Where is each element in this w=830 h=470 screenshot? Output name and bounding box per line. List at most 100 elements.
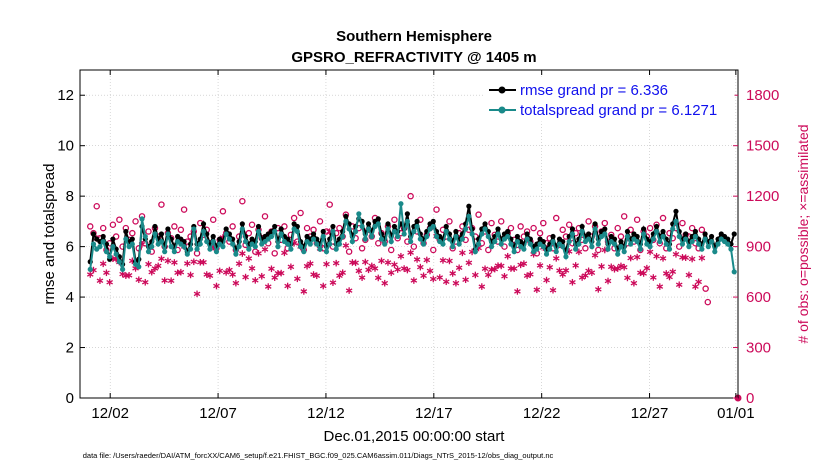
possible-obs-marker <box>248 221 256 228</box>
asterisk-stroke <box>546 265 554 270</box>
assimilated-obs-marker <box>698 254 706 262</box>
spread-point <box>162 249 168 255</box>
rmse-point <box>482 221 488 227</box>
possible-obs-marker <box>614 224 621 232</box>
possible-obs-marker <box>171 223 178 230</box>
spread-point <box>310 236 317 242</box>
possible-obs-marker <box>387 246 395 254</box>
asterisk-stroke <box>543 277 550 283</box>
asterisk-stroke <box>484 272 492 278</box>
rmse-point <box>391 223 398 230</box>
rmse-point <box>152 223 158 230</box>
spread-point <box>145 249 152 255</box>
asterisk-stroke <box>624 275 631 281</box>
spread-point <box>239 226 245 232</box>
asterisk-stroke <box>365 267 372 273</box>
spread-point <box>521 246 527 252</box>
asterisk-stroke <box>410 278 418 283</box>
asterisk-stroke <box>177 269 185 275</box>
rmse-point <box>708 233 715 240</box>
possible-obs-marker <box>303 224 311 232</box>
rmse-point <box>320 228 326 235</box>
assimilated-obs-marker <box>397 252 405 260</box>
legend-spread-label: totalspread grand pr = 6.1271 <box>520 102 717 119</box>
spread-point <box>624 233 631 240</box>
asterisk-stroke <box>300 289 308 294</box>
assimilated-obs-marker <box>536 262 544 269</box>
x-axis-label: Dec.01,2015 00:00:00 start <box>324 428 506 445</box>
possible-obs-marker <box>679 219 686 227</box>
asterisk-stroke <box>588 270 596 275</box>
possible-obs-marker <box>702 285 709 292</box>
y-tick-label: 12 <box>57 87 74 104</box>
asterisk-stroke <box>187 272 194 278</box>
x-axis: 12/02 12/07 12/12 12/17 12/22 12/27 01/01 <box>91 70 755 422</box>
spread-point <box>288 246 294 252</box>
assimilated-obs-marker <box>455 264 463 272</box>
asterisk-stroke <box>245 256 253 261</box>
assimilated-obs-marker <box>426 267 434 275</box>
asterisk-stroke <box>669 269 677 275</box>
x-tick-label: 12/12 <box>307 405 345 422</box>
spread-point <box>297 244 304 250</box>
assimilated-obs-marker <box>662 270 670 277</box>
assimilated-obs-marker <box>277 269 285 277</box>
assimilated-obs-marker <box>151 265 159 272</box>
assimilated-obs-marker <box>572 262 579 269</box>
spread-point <box>673 218 679 224</box>
spread-point <box>356 211 362 217</box>
assimilated-obs-marker <box>614 265 622 272</box>
y-right-tick-label: 300 <box>746 340 771 357</box>
x-tick-label: 01/01 <box>717 405 755 422</box>
spread-point <box>320 233 326 240</box>
spread-point <box>634 238 640 245</box>
possible-obs-marker <box>407 192 414 200</box>
assimilated-obs-marker <box>646 248 654 256</box>
spread-point <box>576 241 582 247</box>
asterisk-stroke <box>384 260 392 265</box>
spread-point <box>605 246 611 252</box>
assimilated-obs-marker <box>666 273 673 281</box>
spread-point <box>595 241 601 247</box>
asterisk-stroke <box>349 260 356 265</box>
spread-point <box>566 238 572 245</box>
y-tick-label: 2 <box>66 340 74 357</box>
spread-point <box>417 236 423 242</box>
spread-point <box>165 231 171 237</box>
spread-point <box>285 241 291 247</box>
spread-point <box>204 238 210 245</box>
possible-obs-marker <box>112 233 120 240</box>
spread-point <box>136 264 142 270</box>
possible-obs-marker <box>552 214 560 222</box>
spread-point <box>498 241 504 247</box>
assimilated-obs-marker <box>546 263 554 271</box>
asterisk-stroke <box>248 266 256 271</box>
assimilated-obs-marker <box>659 255 667 262</box>
y-right-tick-label: 1200 <box>746 188 779 205</box>
assimilated-obs-marker <box>355 267 363 275</box>
chart-subtitle: GPSRO_REFRACTIVITY @ 1405 m <box>291 49 536 66</box>
assimilated-obs-marker <box>543 276 550 284</box>
assimilated-obs-marker <box>459 249 466 257</box>
rmse-point <box>453 228 459 235</box>
assimilated-obs-marker <box>255 250 262 257</box>
assimilated-obs-marker <box>633 253 641 261</box>
spread-point <box>158 238 165 245</box>
assimilated-obs-marker <box>462 276 469 284</box>
spread-point <box>327 241 333 247</box>
assimilated-obs-marker <box>559 271 567 278</box>
possible-obs-marker <box>290 214 298 222</box>
asterisk-stroke <box>161 278 168 283</box>
spread-point <box>495 231 501 237</box>
spread-point <box>375 221 381 227</box>
possible-obs-marker <box>245 229 253 237</box>
assimilated-obs-marker <box>161 277 168 284</box>
rmse-point <box>550 233 556 240</box>
asterisk-stroke <box>656 284 664 289</box>
assimilated-obs-marker <box>417 263 424 271</box>
spread-point <box>353 228 359 235</box>
spread-point <box>230 241 236 247</box>
asterisk-stroke <box>685 272 693 278</box>
asterisk-stroke <box>640 271 647 276</box>
asterisk-stroke <box>604 278 612 284</box>
